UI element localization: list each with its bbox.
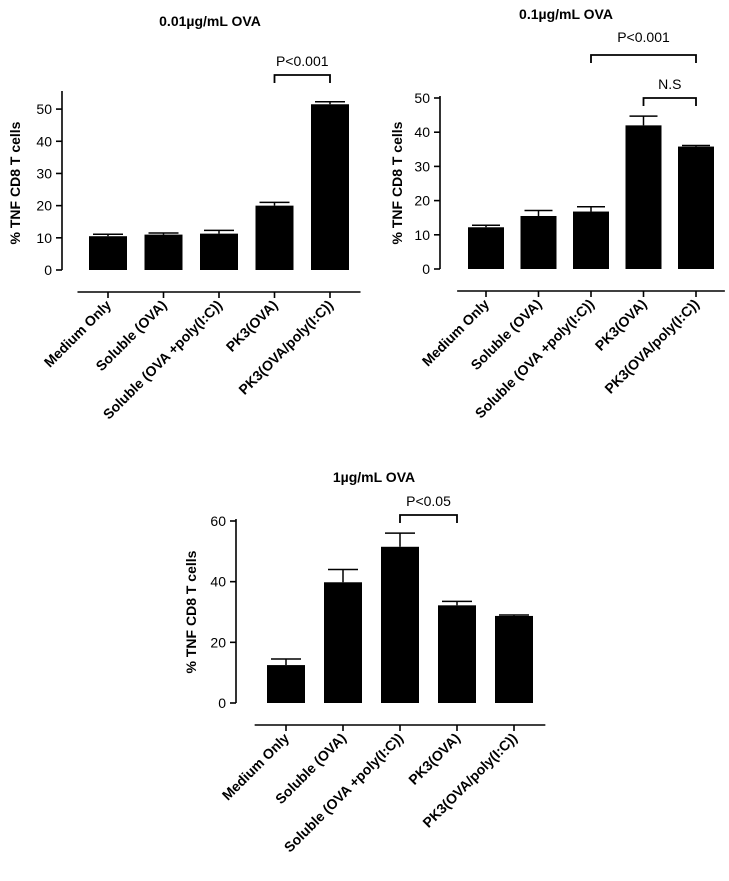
bar: [267, 665, 305, 703]
bar: [311, 104, 349, 270]
y-axis-label: % TNF CD8 T cells: [183, 550, 199, 673]
bar: [324, 582, 362, 703]
y-tick-label: 0: [422, 261, 430, 277]
x-tick-label: PK3(OVA): [405, 730, 463, 788]
chart-panel-3: 1µg/mL OVA% TNF CD8 T cells0204060Medium…: [183, 469, 546, 855]
y-tick-label: 40: [210, 574, 226, 590]
chart-panel-2: 0.1µg/mL OVA % TNF CD8 T cells 0 10 20 30 40 50…: [389, 6, 725, 421]
bar: [573, 211, 609, 269]
x-tick-label: Soluble (OVA +poly(I:C)): [281, 730, 406, 855]
y-axis-label: % TNF CD8 T cells: [7, 121, 23, 244]
y-tick-label: 0: [218, 695, 226, 711]
bar: [144, 234, 183, 270]
significance-bracket: [590, 54, 697, 63]
x-tick-label: Soluble (OVA +poly(I:C)): [100, 297, 225, 422]
chart-panel-1: 0.01µg/mL OVA % TNF CD8 T cells 0 10 20 30 40 5…: [7, 13, 361, 422]
significance-label: P<0.05: [406, 493, 451, 509]
y-tick-label: 20: [210, 634, 226, 650]
y-tick-label: 40: [414, 124, 430, 140]
x-tick-label: PK3(OVA/poly(I:C)): [235, 297, 336, 398]
y-tick-label: 30: [414, 158, 430, 174]
y-tick-label: 40: [36, 133, 52, 149]
x-tick-label: PK3(OVA): [223, 297, 281, 355]
bar: [625, 125, 662, 269]
bar: [89, 236, 127, 270]
y-tick-label: 50: [414, 90, 430, 106]
bar: [255, 205, 294, 270]
bar: [381, 546, 419, 703]
y-axis-label: % TNF CD8 T cells: [389, 121, 405, 244]
significance-label: P<0.001: [617, 29, 670, 45]
x-tick-label: PK3(OVA/poly(I:C)): [601, 296, 702, 397]
chart-title: 1µg/mL OVA: [333, 469, 415, 485]
y-tick-label: 60: [210, 513, 226, 529]
y-tick-label: 20: [36, 198, 52, 214]
y-tick-label: 10: [36, 230, 52, 246]
y-tick-label: 20: [414, 193, 430, 209]
chart-title: 0.1µg/mL OVA: [519, 6, 613, 22]
bar: [200, 233, 238, 270]
bar: [678, 146, 714, 269]
y-tick-label: 10: [414, 227, 430, 243]
significance-bracket: [399, 514, 458, 523]
bar: [495, 615, 533, 703]
bar: [438, 605, 476, 703]
bar: [520, 215, 557, 269]
significance-bracket: [642, 97, 697, 106]
bar: [468, 227, 504, 269]
significance-bracket: [273, 74, 331, 83]
y-tick-label: 50: [36, 101, 52, 117]
significance-label: P<0.001: [276, 53, 329, 69]
y-tick-label: 30: [36, 165, 52, 181]
x-tick-label: PK3(OVA/poly(I:C)): [419, 730, 520, 831]
chart-title: 0.01µg/mL OVA: [159, 13, 261, 29]
significance-label: N.S: [658, 76, 681, 92]
y-tick-label: 0: [44, 262, 52, 278]
